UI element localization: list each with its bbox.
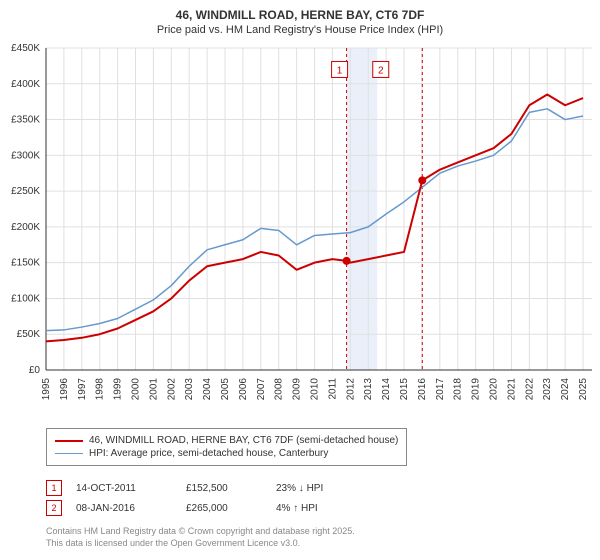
svg-text:2017: 2017 xyxy=(435,377,446,400)
svg-text:£300K: £300K xyxy=(11,150,40,161)
svg-text:2013: 2013 xyxy=(363,377,374,400)
svg-text:2016: 2016 xyxy=(417,377,428,400)
chart-title: 46, WINDMILL ROAD, HERNE BAY, CT6 7DF xyxy=(0,0,600,24)
svg-text:2007: 2007 xyxy=(256,377,267,400)
svg-text:2011: 2011 xyxy=(327,377,338,399)
svg-text:2012: 2012 xyxy=(345,377,356,400)
svg-text:2008: 2008 xyxy=(274,377,285,400)
svg-text:2024: 2024 xyxy=(560,377,571,400)
footer-line-1: Contains HM Land Registry data © Crown c… xyxy=(46,526,355,538)
footer-line-2: This data is licensed under the Open Gov… xyxy=(46,538,355,550)
svg-text:2014: 2014 xyxy=(381,377,392,400)
svg-text:£400K: £400K xyxy=(11,78,40,89)
svg-text:1999: 1999 xyxy=(113,377,124,400)
transaction-date: 08-JAN-2016 xyxy=(76,503,186,514)
transactions-table: 1 14-OCT-2011£152,50023% ↓ HPI 2 08-JAN-201… xyxy=(46,476,376,520)
svg-text:2025: 2025 xyxy=(578,377,589,400)
transaction-row: 2 08-JAN-2016£265,0004% ↑ HPI xyxy=(46,500,376,516)
svg-text:1996: 1996 xyxy=(59,377,70,400)
transaction-marker: 1 xyxy=(46,480,62,496)
svg-text:2002: 2002 xyxy=(166,377,177,400)
svg-text:£200K: £200K xyxy=(11,221,40,232)
svg-text:2021: 2021 xyxy=(506,377,517,400)
svg-text:2001: 2001 xyxy=(148,377,159,400)
svg-text:£0: £0 xyxy=(29,365,41,376)
svg-text:2023: 2023 xyxy=(542,377,553,400)
svg-text:2015: 2015 xyxy=(399,377,410,400)
svg-text:2004: 2004 xyxy=(202,377,213,400)
svg-text:2020: 2020 xyxy=(489,377,500,400)
svg-text:£150K: £150K xyxy=(11,257,40,268)
svg-text:2010: 2010 xyxy=(310,377,321,400)
chart-svg: £0 £50K £100K £150K £200K £250K £300K £350K £400… xyxy=(0,40,600,420)
legend-row: HPI: Average price, semi-detached house,… xyxy=(55,448,398,459)
svg-text:£100K: £100K xyxy=(11,293,40,304)
svg-text:1998: 1998 xyxy=(95,377,106,400)
legend-box: 46, WINDMILL ROAD, HERNE BAY, CT6 7DF (s… xyxy=(46,428,407,466)
svg-text:1997: 1997 xyxy=(77,377,88,400)
transaction-price: £265,000 xyxy=(186,503,276,514)
transaction-price: £152,500 xyxy=(186,483,276,494)
svg-text:£50K: £50K xyxy=(17,329,41,340)
svg-text:£350K: £350K xyxy=(11,114,40,125)
transaction-row: 1 14-OCT-2011£152,50023% ↓ HPI xyxy=(46,480,376,496)
legend-swatch xyxy=(55,453,83,454)
svg-text:2022: 2022 xyxy=(524,377,535,400)
svg-text:2005: 2005 xyxy=(220,377,231,400)
transaction-pct: 4% ↑ HPI xyxy=(276,503,376,514)
transaction-date: 14-OCT-2011 xyxy=(76,483,186,494)
legend-swatch xyxy=(55,440,83,442)
svg-text:2006: 2006 xyxy=(238,377,249,400)
svg-text:2000: 2000 xyxy=(131,377,142,400)
svg-text:1: 1 xyxy=(337,65,343,76)
chart-area: £0 £50K £100K £150K £200K £250K £300K £350K £400… xyxy=(0,40,600,420)
legend-label: 46, WINDMILL ROAD, HERNE BAY, CT6 7DF (s… xyxy=(89,435,398,446)
legend-label: HPI: Average price, semi-detached house,… xyxy=(89,448,328,459)
transaction-pct: 23% ↓ HPI xyxy=(276,483,376,494)
svg-text:£450K: £450K xyxy=(11,43,40,54)
transaction-marker: 2 xyxy=(46,500,62,516)
svg-text:2019: 2019 xyxy=(471,377,482,400)
svg-text:2: 2 xyxy=(378,65,384,76)
svg-text:2009: 2009 xyxy=(292,377,303,400)
chart-subtitle: Price paid vs. HM Land Registry's House … xyxy=(0,24,600,40)
chart-container: 46, WINDMILL ROAD, HERNE BAY, CT6 7DF Pr… xyxy=(0,0,600,560)
svg-text:2003: 2003 xyxy=(184,377,195,400)
legend-row: 46, WINDMILL ROAD, HERNE BAY, CT6 7DF (s… xyxy=(55,435,398,446)
svg-text:2018: 2018 xyxy=(453,377,464,400)
footer-attribution: Contains HM Land Registry data © Crown c… xyxy=(46,526,355,549)
svg-text:1995: 1995 xyxy=(41,377,52,400)
svg-text:£250K: £250K xyxy=(11,186,40,197)
